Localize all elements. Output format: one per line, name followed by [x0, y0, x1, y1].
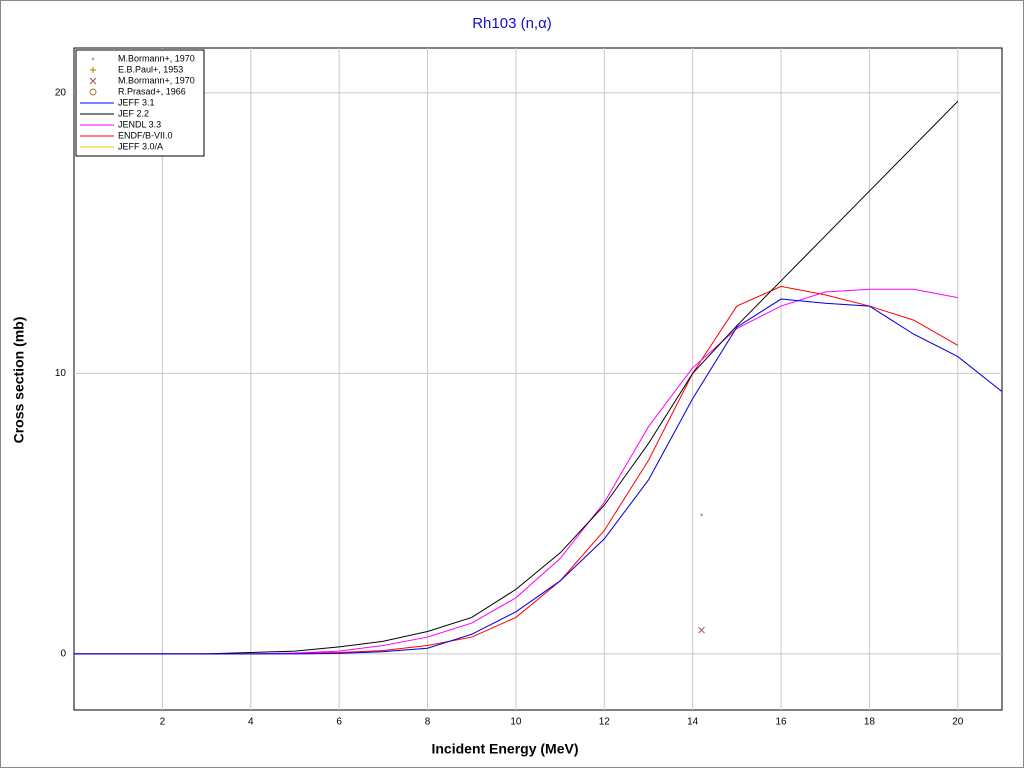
x-tick-label: 10 — [510, 717, 522, 728]
plot-area — [73, 47, 1003, 711]
legend-label: M.Bormann+, 1970 — [118, 53, 195, 63]
y-tick-label: 20 — [55, 88, 67, 99]
marker — [91, 57, 95, 61]
legend-label: E.B.Paul+, 1953 — [118, 64, 183, 74]
x-tick-label: 8 — [425, 717, 431, 728]
x-tick-label: 16 — [775, 717, 787, 728]
y-tick-label: 0 — [60, 649, 66, 660]
x-tick-label: 4 — [248, 717, 254, 728]
chart-title: Rh103 (n,α) — [472, 15, 552, 32]
marker — [89, 77, 97, 85]
legend-box — [75, 49, 205, 157]
legend-label: M.Bormann+, 1970 — [118, 75, 195, 85]
legend-label: ENDF/B-VII.0 — [118, 130, 173, 140]
legend-label: JEFF 3.1 — [118, 97, 155, 107]
x-tick-label: 12 — [599, 717, 611, 728]
marker — [89, 88, 97, 96]
marker — [700, 513, 703, 517]
plot — [74, 100, 1002, 655]
x-tick-label: 20 — [952, 717, 964, 728]
x-tick-label: 14 — [687, 717, 699, 728]
x-tick-label: 6 — [336, 717, 342, 728]
series-line — [74, 298, 1002, 655]
x-axis-label: Incident Energy (MeV) — [431, 741, 578, 757]
legend-label: JENDL 3.3 — [118, 119, 161, 129]
x-tick-label: 18 — [864, 717, 876, 728]
y-tick-label: 10 — [55, 368, 67, 379]
x-tick-label: 2 — [160, 717, 166, 728]
marker — [698, 626, 705, 634]
legend-label: JEFF 3.0/A — [118, 141, 163, 151]
y-axis-label: Cross section (mb) — [11, 317, 27, 444]
legend-label: JEF 2.2 — [118, 108, 149, 118]
legend-label: R.Prasad+, 1966 — [118, 86, 186, 96]
marker — [90, 67, 96, 73]
